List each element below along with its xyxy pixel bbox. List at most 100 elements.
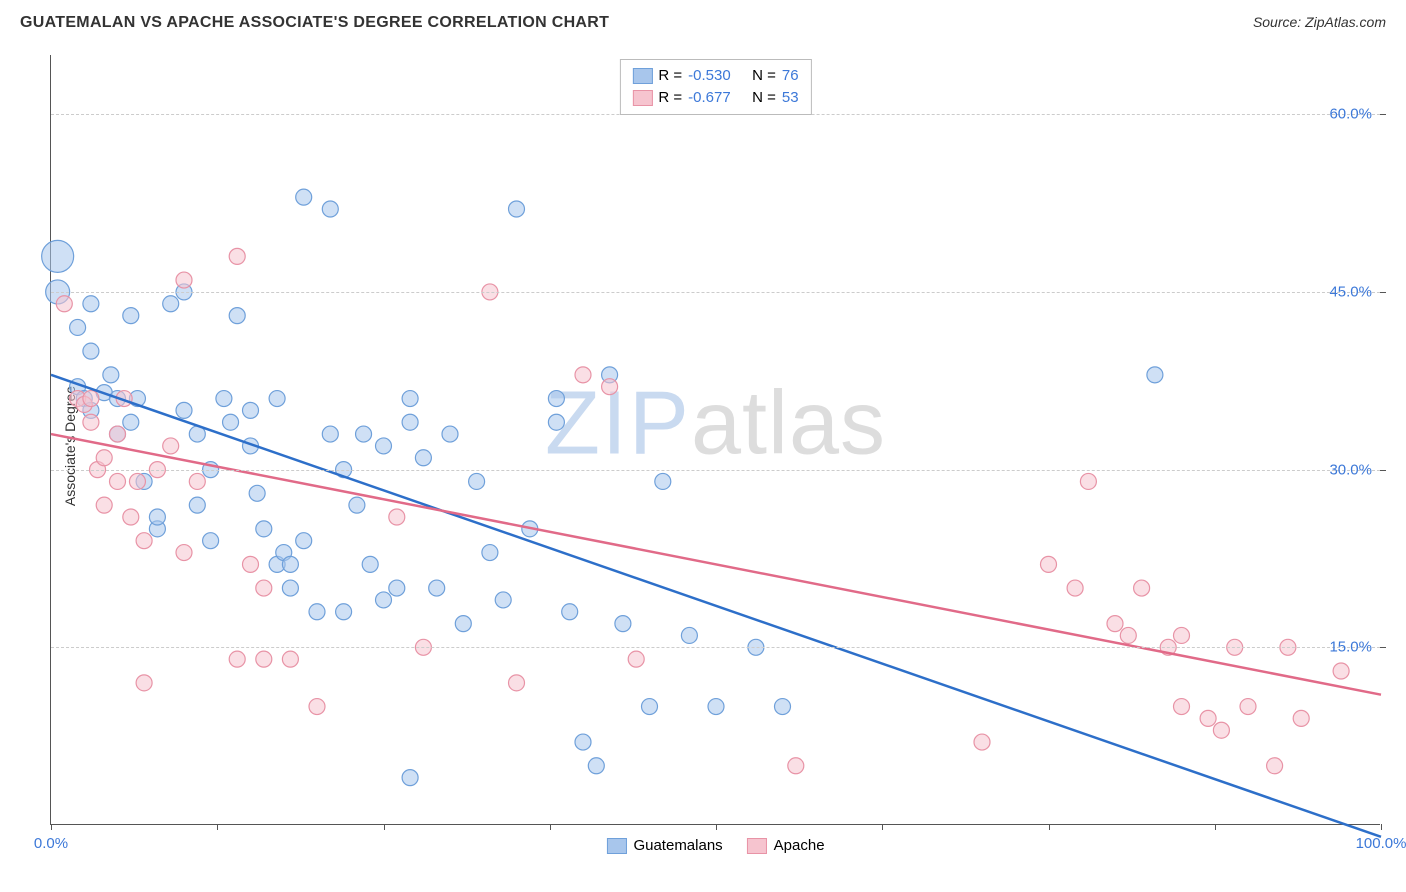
data-point: [123, 308, 139, 324]
y-tick: [1380, 470, 1386, 471]
legend-item: Apache: [747, 837, 825, 854]
data-point: [389, 509, 405, 525]
data-point: [83, 414, 99, 430]
x-tick: [550, 824, 551, 830]
x-tick: [1049, 824, 1050, 830]
data-point: [402, 414, 418, 430]
x-tick: [51, 824, 52, 830]
legend-n-value: 76: [782, 65, 799, 87]
legend-correlation: R = -0.530 N = 76R = -0.677 N = 53: [619, 59, 811, 115]
data-point: [282, 651, 298, 667]
plot-area: ZIPatlas R =-0.530N =76R =-0.677N =53 Gu…: [50, 55, 1380, 825]
legend-r-label: R =: [658, 87, 682, 109]
data-point: [249, 485, 265, 501]
legend-r-value: -0.530: [688, 65, 746, 87]
x-tick: [217, 824, 218, 830]
legend-swatch: [747, 838, 767, 854]
data-point: [243, 402, 259, 418]
data-point: [123, 509, 139, 525]
y-tick: [1380, 647, 1386, 648]
gridline: [51, 470, 1380, 471]
legend-swatch: [632, 90, 652, 106]
data-point: [1147, 367, 1163, 383]
data-point: [83, 343, 99, 359]
data-point: [229, 308, 245, 324]
data-point: [42, 240, 74, 272]
data-point: [176, 272, 192, 288]
chart-svg: [51, 55, 1380, 824]
legend-swatch: [606, 838, 626, 854]
legend-series: Guatemalans Apache: [606, 837, 824, 854]
data-point: [974, 734, 990, 750]
gridline: [51, 292, 1380, 293]
data-point: [296, 533, 312, 549]
data-point: [256, 651, 272, 667]
y-tick-label: 60.0%: [1329, 106, 1372, 123]
data-point: [602, 379, 618, 395]
data-point: [96, 497, 112, 513]
data-point: [1134, 580, 1150, 596]
chart-header: GUATEMALAN VS APACHE ASSOCIATE'S DEGREE …: [0, 0, 1406, 50]
data-point: [149, 509, 165, 525]
x-tick: [1215, 824, 1216, 830]
data-point: [575, 367, 591, 383]
gridline: [51, 647, 1380, 648]
x-tick-label: 100.0%: [1356, 835, 1406, 852]
legend-row: R = -0.677 N = 53: [632, 87, 798, 109]
legend-series-label: Guatemalans: [633, 837, 722, 854]
data-point: [223, 414, 239, 430]
data-point: [96, 450, 112, 466]
data-point: [1174, 699, 1190, 715]
y-tick: [1380, 114, 1386, 115]
data-point: [469, 473, 485, 489]
data-point: [562, 604, 578, 620]
data-point: [1213, 722, 1229, 738]
data-point: [83, 391, 99, 407]
data-point: [349, 497, 365, 513]
data-point: [256, 580, 272, 596]
x-tick-label: 0.0%: [34, 835, 68, 852]
data-point: [429, 580, 445, 596]
data-point: [1080, 473, 1096, 489]
data-point: [129, 473, 145, 489]
data-point: [269, 391, 285, 407]
data-point: [1267, 758, 1283, 774]
data-point: [575, 734, 591, 750]
data-point: [788, 758, 804, 774]
data-point: [56, 296, 72, 312]
data-point: [482, 545, 498, 561]
data-point: [110, 426, 126, 442]
data-point: [362, 556, 378, 572]
trend-line: [51, 375, 1381, 837]
data-point: [189, 473, 205, 489]
legend-swatch: [632, 68, 652, 84]
data-point: [1200, 710, 1216, 726]
data-point: [1120, 627, 1136, 643]
data-point: [229, 651, 245, 667]
data-point: [1067, 580, 1083, 596]
data-point: [123, 414, 139, 430]
legend-r-value: -0.677: [688, 87, 746, 109]
data-point: [642, 699, 658, 715]
data-point: [83, 296, 99, 312]
x-tick: [882, 824, 883, 830]
data-point: [176, 402, 192, 418]
y-tick-label: 30.0%: [1329, 461, 1372, 478]
chart-title: GUATEMALAN VS APACHE ASSOCIATE'S DEGREE …: [20, 14, 609, 31]
data-point: [402, 770, 418, 786]
data-point: [110, 473, 126, 489]
data-point: [628, 651, 644, 667]
legend-n-label: N =: [752, 65, 776, 87]
data-point: [389, 580, 405, 596]
data-point: [336, 604, 352, 620]
x-tick: [716, 824, 717, 830]
x-tick: [1381, 824, 1382, 830]
legend-n-value: 53: [782, 87, 799, 109]
legend-n-label: N =: [752, 87, 776, 109]
data-point: [136, 533, 152, 549]
legend-row: R =-0.530N =76: [632, 65, 798, 87]
data-point: [376, 438, 392, 454]
data-point: [296, 189, 312, 205]
x-tick: [384, 824, 385, 830]
data-point: [282, 556, 298, 572]
